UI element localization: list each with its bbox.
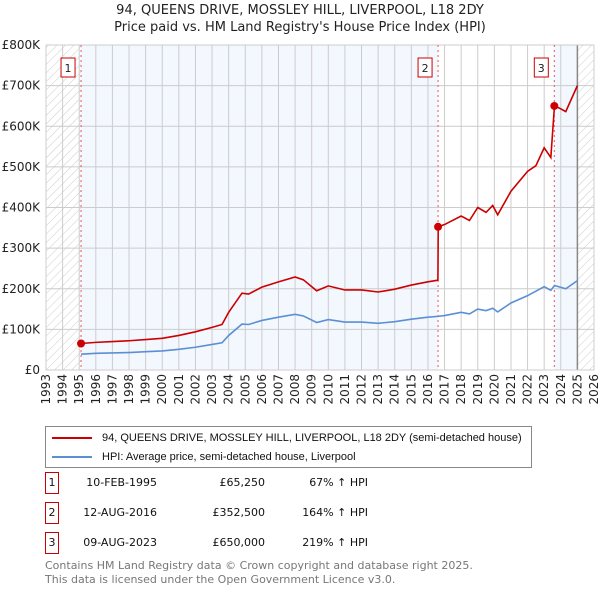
- legend: 94, QUEENS DRIVE, MOSSLEY HILL, LIVERPOO…: [45, 426, 532, 468]
- sale-label-box: [60, 57, 76, 78]
- sale-point: [77, 339, 86, 348]
- x-tick-label: 2019: [471, 374, 485, 405]
- sale-label-box: [417, 57, 433, 78]
- x-tick-label: 1995: [72, 374, 86, 405]
- sale-date: 10-FEB-1995: [86, 476, 157, 489]
- x-tick-label: 2017: [438, 374, 452, 405]
- x-tick-label: 2015: [404, 374, 418, 405]
- x-tick-label: 2024: [554, 374, 568, 405]
- x-tick-label: 2004: [222, 374, 236, 405]
- y-tick-label: £500K: [2, 160, 42, 174]
- x-tick-label: 2008: [288, 374, 302, 405]
- footer-line-1: Contains HM Land Registry data © Crown c…: [45, 559, 473, 572]
- x-tick-label: 2018: [454, 374, 468, 405]
- plot-area: 1993 1994 1995 1996 1997 1998 1999 2000 2001 2002…: [2, 38, 600, 405]
- x-tick-label: 2025: [570, 374, 584, 405]
- sale-label-number: 1: [65, 62, 72, 75]
- legend-label: HPI: Average price, semi-detached house,…: [102, 451, 356, 463]
- x-tick-label: 2006: [255, 374, 269, 405]
- footer-line-2: This data is licensed under the Open Gov…: [45, 573, 396, 586]
- sale-row: 1 10-FEB-1995 £65,250 67% ↑ HPI: [45, 472, 395, 494]
- sale-number: 3: [45, 532, 59, 554]
- sale-row: 2 12-AUG-2016 £352,500 164% ↑ HPI: [45, 502, 395, 524]
- y-tick-label: £100K: [2, 322, 42, 336]
- sale-price: £65,250: [219, 476, 266, 489]
- sale-number: 2: [45, 502, 59, 524]
- x-tick-label: 2007: [271, 374, 285, 405]
- x-tick-label: 2003: [205, 374, 219, 405]
- x-tick-label: 2001: [172, 374, 186, 405]
- x-tick-label: 2026: [587, 374, 600, 405]
- chart-subtitle: Price paid vs. HM Land Registry's House …: [114, 20, 486, 35]
- x-tick-label: 2011: [338, 374, 352, 405]
- sale-hpi-change: 219% ↑ HPI: [302, 536, 368, 549]
- x-tick-label: 2000: [155, 374, 169, 405]
- y-tick-label: £800K: [2, 38, 42, 52]
- sale-point: [434, 222, 443, 231]
- legend-item-property: 94, QUEENS DRIVE, MOSSLEY HILL, LIVERPOO…: [52, 429, 522, 447]
- sale-row: 3 09-AUG-2023 £650,000 219% ↑ HPI: [45, 532, 395, 554]
- x-tick-label: 2010: [321, 374, 335, 405]
- hpi-line: [80, 279, 578, 355]
- sale-hpi-change: 67% ↑ HPI: [309, 476, 368, 489]
- x-tick-label: 2009: [305, 374, 319, 405]
- x-tick-label: 1994: [56, 374, 70, 405]
- y-tick-label: £300K: [2, 241, 42, 255]
- x-tick-label: 2013: [371, 374, 385, 405]
- x-tick-label: 1998: [122, 374, 136, 405]
- sale-number: 1: [45, 472, 59, 494]
- x-tick-label: 2012: [355, 374, 369, 405]
- x-tick-label: 2020: [487, 374, 501, 405]
- sale-label-number: 3: [538, 62, 545, 75]
- legend-swatch: [52, 437, 92, 439]
- x-tick-label: 2021: [504, 374, 518, 405]
- x-tick-label: 1999: [139, 374, 153, 405]
- sale-date: 12-AUG-2016: [83, 506, 157, 519]
- sale-price: £352,500: [212, 506, 266, 519]
- sale-price: £650,000: [212, 536, 266, 549]
- y-tick-label: £700K: [2, 79, 42, 93]
- x-tick-label: 1993: [39, 374, 53, 405]
- x-tick-label: 2005: [238, 374, 252, 405]
- chart-title: 94, QUEENS DRIVE, MOSSLEY HILL, LIVERPOO…: [116, 3, 484, 18]
- x-tick-label: 2016: [421, 374, 435, 405]
- sale-date: 09-AUG-2023: [83, 536, 157, 549]
- sale-hpi-change: 164% ↑ HPI: [302, 506, 368, 519]
- sale-point: [550, 101, 559, 110]
- x-tick-label: 2014: [388, 374, 402, 405]
- legend-item-hpi: HPI: Average price, semi-detached house,…: [52, 448, 356, 466]
- property-price-line: [80, 85, 579, 345]
- plot-border: [45, 44, 595, 371]
- y-tick-label: £600K: [2, 119, 42, 133]
- x-tick-label: 1996: [89, 374, 103, 405]
- sale-label-box: [533, 57, 549, 78]
- sale-label-number: 2: [422, 62, 429, 75]
- x-tick-label: 2023: [537, 374, 551, 405]
- y-tick-label: £400K: [2, 201, 42, 215]
- y-tick-label: £0: [25, 363, 40, 377]
- x-tick-label: 2002: [188, 374, 202, 405]
- legend-label: 94, QUEENS DRIVE, MOSSLEY HILL, LIVERPOO…: [102, 432, 522, 444]
- x-tick-label: 1997: [105, 374, 119, 405]
- x-tick-label: 2022: [521, 374, 535, 405]
- legend-swatch: [52, 456, 92, 458]
- y-tick-label: £200K: [2, 282, 42, 296]
